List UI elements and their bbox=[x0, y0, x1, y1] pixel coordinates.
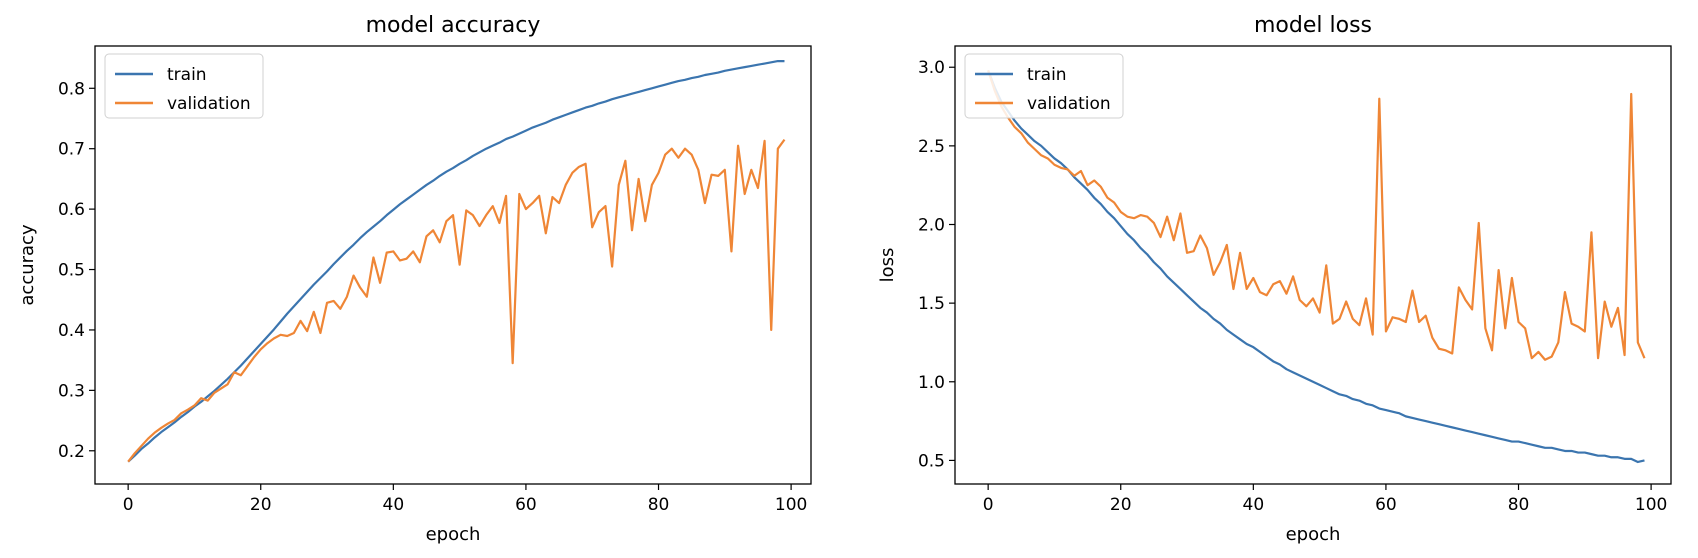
y-tick-label: 0.6 bbox=[58, 200, 85, 220]
legend-label-train: train bbox=[167, 65, 207, 85]
x-tick-label: 0 bbox=[983, 495, 994, 515]
series-line-train bbox=[987, 69, 1645, 464]
series-line-train bbox=[127, 59, 785, 463]
y-tick-label: 0.8 bbox=[58, 79, 85, 99]
x-tick-label: 40 bbox=[1243, 495, 1265, 515]
x-tick-label: 60 bbox=[1375, 495, 1397, 515]
y-axis-label: accuracy bbox=[17, 224, 38, 306]
x-tick-label: 60 bbox=[515, 495, 537, 515]
y-tick-label: 0.2 bbox=[58, 442, 85, 462]
y-tick-label: 0.3 bbox=[58, 381, 85, 401]
x-tick-label: 0 bbox=[123, 495, 134, 515]
series-line-validation bbox=[127, 138, 786, 463]
y-tick-label: 2.0 bbox=[918, 216, 945, 236]
legend-label-validation: validation bbox=[1027, 94, 1111, 114]
legend-label-validation: validation bbox=[167, 94, 251, 114]
subplot-accuracy: model accuracy 0 20 40 60 80 100 0.2 0.3 0.4 0.5 0.… bbox=[17, 13, 812, 545]
y-tick-label: 3.0 bbox=[918, 58, 945, 78]
x-tick-label: 40 bbox=[383, 495, 405, 515]
y-tick-label: 0.7 bbox=[58, 140, 85, 160]
subplot-loss: model loss 0 20 40 60 80 100 0.5 1.0 1.5 2.0 2.5 3.0… bbox=[877, 13, 1672, 545]
legend: train validation bbox=[104, 53, 264, 119]
axes-frame bbox=[954, 45, 1672, 485]
x-tick-label: 100 bbox=[775, 495, 807, 515]
y-tick-label: 0.5 bbox=[58, 261, 85, 281]
x-tick-label: 20 bbox=[250, 495, 272, 515]
x-tick-label: 20 bbox=[1110, 495, 1132, 515]
y-axis-label: loss bbox=[877, 248, 898, 283]
y-tick-label: 0.5 bbox=[918, 451, 945, 471]
x-axis-label: epoch bbox=[1286, 524, 1341, 545]
chart-title: model accuracy bbox=[366, 13, 541, 38]
x-axis-label: epoch bbox=[426, 524, 481, 545]
y-tick-label: 2.5 bbox=[918, 137, 945, 157]
legend: train validation bbox=[964, 53, 1124, 119]
axes-frame bbox=[94, 45, 812, 485]
x-tick-label: 80 bbox=[1508, 495, 1530, 515]
y-tick-label: 1.5 bbox=[918, 294, 945, 314]
chart-title: model loss bbox=[1254, 13, 1372, 38]
x-tick-label: 80 bbox=[648, 495, 670, 515]
legend-label-train: train bbox=[1027, 65, 1067, 85]
y-tick-label: 1.0 bbox=[918, 373, 945, 393]
series-line-validation bbox=[987, 70, 1646, 361]
x-tick-label: 100 bbox=[1635, 495, 1667, 515]
y-tick-label: 0.4 bbox=[58, 321, 85, 341]
